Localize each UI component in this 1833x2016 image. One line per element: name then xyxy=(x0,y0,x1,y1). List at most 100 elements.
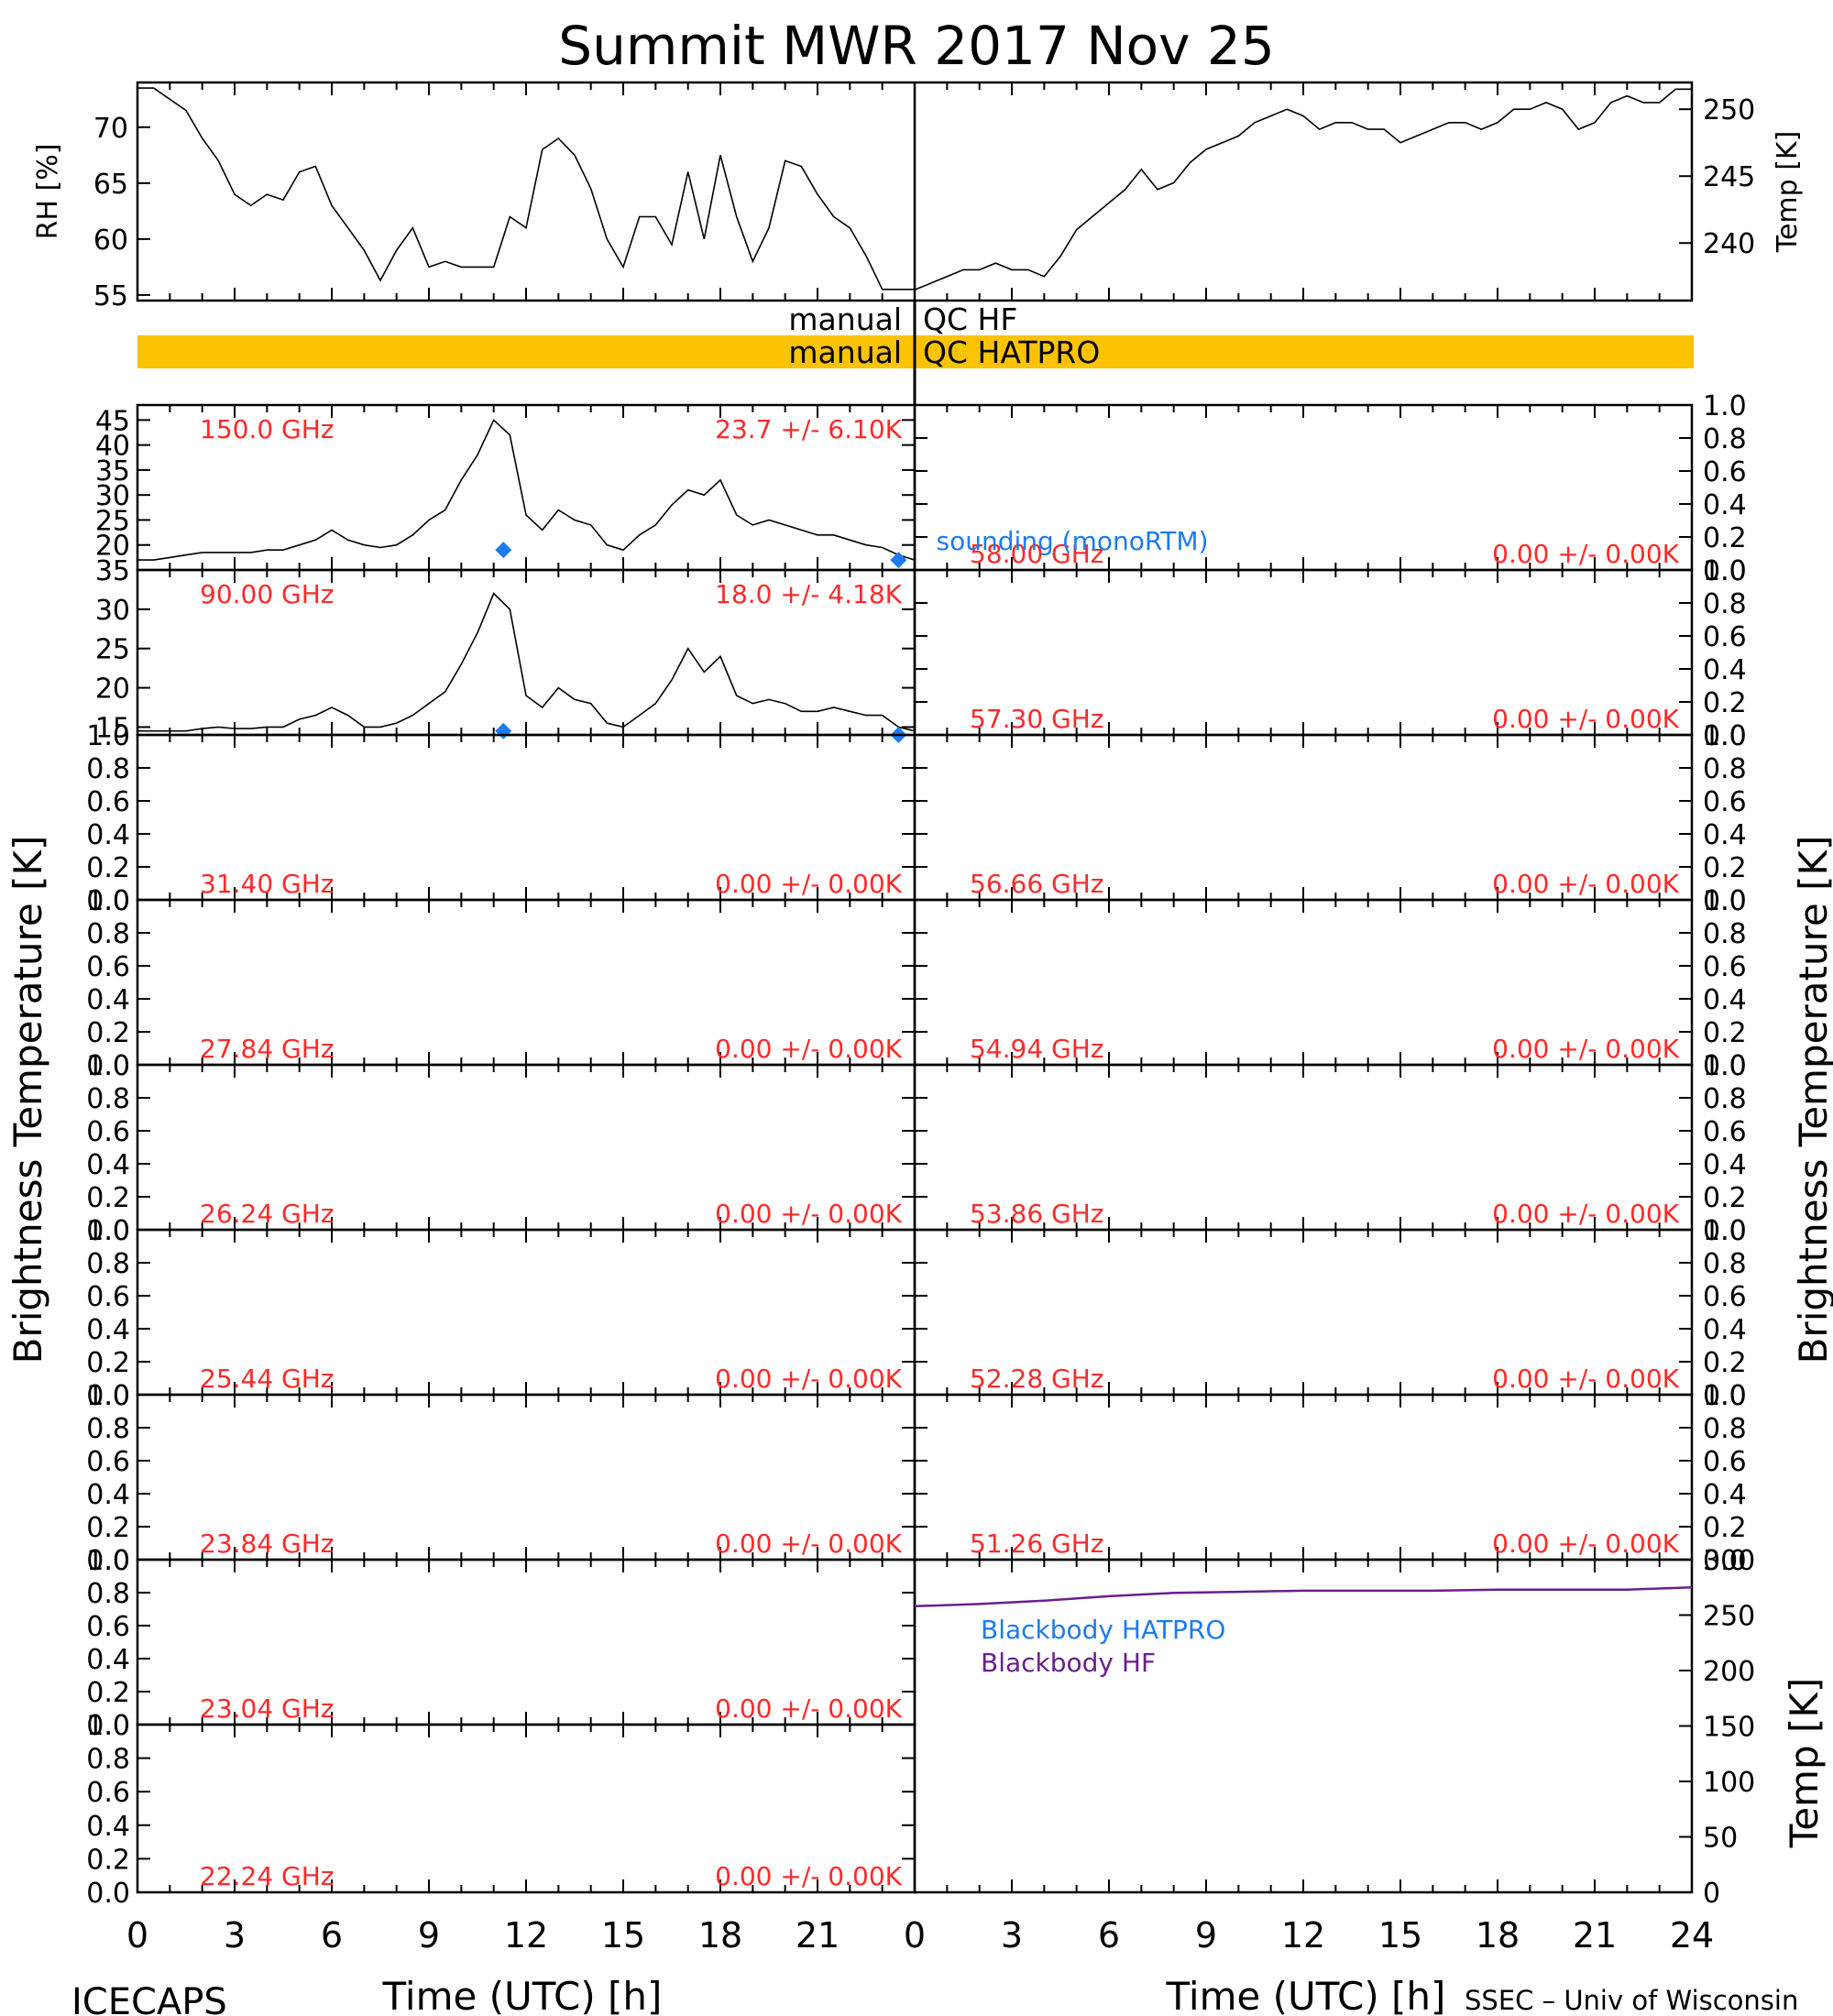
x-tick-label: 6 xyxy=(1098,1915,1120,1956)
y-tick-label: 1.0 xyxy=(1703,1215,1747,1247)
x-tick-label: 3 xyxy=(224,1915,246,1956)
legend-blackbody-hatpro: Blackbody HATPRO xyxy=(981,1615,1225,1645)
y-tick-label: 0.6 xyxy=(1703,1446,1747,1478)
y-tick-label: 0.6 xyxy=(1703,1116,1747,1148)
stats-label: 0.00 +/- 0.00K xyxy=(1492,869,1679,899)
y-tick-label: 0.2 xyxy=(86,1844,130,1876)
y-tick-label: 1.0 xyxy=(1703,720,1747,752)
stats-label: 0.00 +/- 0.00K xyxy=(1492,1199,1679,1229)
y-tick-label: 0.6 xyxy=(1703,1281,1747,1313)
stats-label: 0.00 +/- 0.00K xyxy=(715,1199,902,1229)
ylabel-right: Brightness Temperature [K] xyxy=(1791,836,1833,1364)
y-tick-label: 20 xyxy=(95,531,130,563)
tb-panel: 0.00.20.40.60.81.025.44 GHz 0.00 +/- 0.00… xyxy=(86,1215,916,1412)
x-tick-label: 12 xyxy=(504,1915,548,1956)
y-tick-label: 0.8 xyxy=(1703,423,1747,455)
y-tick-label: 0.4 xyxy=(86,1314,130,1346)
stats-label: 18.0 +/- 4.18K xyxy=(715,579,902,609)
tb-panel: 0.00.20.40.60.81.054.94 GHz 0.00 +/- 0.00… xyxy=(913,885,1747,1082)
y-tick-label: 0.8 xyxy=(86,1083,130,1115)
y-tick-label: 0.6 xyxy=(1703,621,1747,653)
y-tick-label: 45 xyxy=(95,405,130,437)
y-tick-label: 0.6 xyxy=(86,951,130,983)
freq-label: 27.84 GHz xyxy=(200,1034,335,1064)
stats-label: 0.00 +/- 0.00K xyxy=(1492,1528,1679,1559)
tb-panel: 0.00.20.40.60.81.031.40 GHz 0.00 +/- 0.00… xyxy=(86,720,916,917)
x-tick-label: 12 xyxy=(1281,1915,1325,1956)
y-tick-label: 0.6 xyxy=(1703,951,1747,983)
blackbody-frame xyxy=(913,1558,1694,1894)
x-tick-label: 0 xyxy=(126,1915,148,1956)
x-tick-label: 15 xyxy=(601,1915,645,1956)
met-panel: 55 60 65 70 240 245 250 RH [%] Temp [K] xyxy=(32,81,1804,312)
x-tick-label: 6 xyxy=(321,1915,343,1956)
y-tick-label: 250 xyxy=(1703,94,1755,126)
x-tick-label: 18 xyxy=(1476,1915,1520,1956)
rh-ylabel: RH [%] xyxy=(32,144,64,240)
y-tick-label: 0.4 xyxy=(1703,819,1747,851)
y-tick-label: 0.6 xyxy=(86,1777,130,1809)
y-tick-label: 0.2 xyxy=(86,1512,130,1544)
ylabel-left: Brightness Temperature [K] xyxy=(5,836,50,1364)
tb-panel: 0.00.20.40.60.81.023.04 GHz 0.00 +/- 0.00… xyxy=(86,1545,916,1742)
x-tick-label: 9 xyxy=(1195,1915,1217,1956)
y-tick-label: 0.4 xyxy=(86,1479,130,1511)
y-tick-label: 0.0 xyxy=(86,1380,130,1412)
freq-label: 22.24 GHz xyxy=(200,1861,335,1891)
y-tick-label: 0 xyxy=(1703,1878,1720,1910)
tb-panel: 0.00.20.40.60.81.022.24 GHz 0.00 +/- 0.00… xyxy=(86,1710,916,1910)
y-tick-label: 0.8 xyxy=(1703,1413,1747,1445)
temp-line xyxy=(914,88,1692,291)
y-tick-label: 55 xyxy=(93,280,128,312)
stats-label: 0.00 +/- 0.00K xyxy=(715,869,902,899)
footer-left: ICECAPS xyxy=(71,1981,227,2016)
y-tick-label: 35 xyxy=(95,555,130,587)
y-tick-label: 245 xyxy=(1703,161,1755,193)
y-tick-label: 0.8 xyxy=(86,1413,130,1445)
rh-line xyxy=(137,87,915,290)
freq-label: 51.26 GHz xyxy=(970,1528,1104,1559)
y-tick-label: 40 xyxy=(95,431,130,463)
y-tick-label: 0.8 xyxy=(1703,1083,1747,1115)
y-tick-label: 0.6 xyxy=(86,1446,130,1478)
y-tick-label: 0.0 xyxy=(1703,1050,1747,1082)
y-tick-label: 0.2 xyxy=(1703,1017,1747,1049)
y-tick-label: 200 xyxy=(1703,1656,1755,1688)
tb-panel: 0.00.20.40.60.81.023.84 GHz 0.00 +/- 0.00… xyxy=(86,1380,916,1577)
y-tick-label: 0.0 xyxy=(1703,885,1747,917)
y-tick-label: 25 xyxy=(95,505,130,537)
stats-label: 0.00 +/- 0.00K xyxy=(1492,1034,1679,1064)
freq-label: 53.86 GHz xyxy=(970,1199,1104,1229)
y-tick-label: 0.0 xyxy=(1703,1545,1747,1577)
temp-ylabel: Temp [K] xyxy=(1772,131,1804,254)
y-tick-label: 1.0 xyxy=(86,1050,130,1082)
y-tick-label: 25 xyxy=(95,634,130,666)
sounding-point xyxy=(495,542,512,559)
y-tick-label: 60 xyxy=(93,225,128,257)
y-tick-label: 50 xyxy=(1703,1823,1738,1855)
y-tick-label: 70 xyxy=(93,113,128,145)
y-tick-label: 1.0 xyxy=(1703,1050,1747,1082)
freq-label: 150.0 GHz xyxy=(200,414,335,444)
y-tick-label: 0.8 xyxy=(1703,588,1747,620)
tb-line xyxy=(137,592,916,732)
y-tick-label: 30 xyxy=(95,595,130,627)
sounding-label: sounding (monoRTM) xyxy=(937,526,1209,556)
y-tick-label: 240 xyxy=(1703,228,1755,260)
y-tick-label: 0.4 xyxy=(86,819,130,851)
y-tick-label: 0.4 xyxy=(86,1811,130,1843)
y-tick-label: 1.0 xyxy=(1703,390,1747,422)
y-tick-label: 0.8 xyxy=(86,1744,130,1776)
blackbody-ylabel: Temp [K] xyxy=(1782,1678,1827,1849)
y-tick-label: 0.0 xyxy=(1703,1380,1747,1412)
blackbody-hf-line xyxy=(914,1586,1693,1608)
y-tick-label: 0.6 xyxy=(1703,456,1747,488)
tb-panel: 0.00.20.40.60.81.053.86 GHz 0.00 +/- 0.00… xyxy=(913,1050,1747,1247)
y-tick-label: 150 xyxy=(1703,1712,1755,1744)
qc-hatpro-label-right: QC HATPRO xyxy=(923,334,1100,370)
tb-panel: 15 20 25 30 35 90.00 GHz 18.0 +/- 4.18K xyxy=(95,555,916,744)
y-tick-label: 0.0 xyxy=(86,1050,130,1082)
tb-line xyxy=(137,419,916,561)
y-tick-label: 0.2 xyxy=(1703,1512,1747,1544)
